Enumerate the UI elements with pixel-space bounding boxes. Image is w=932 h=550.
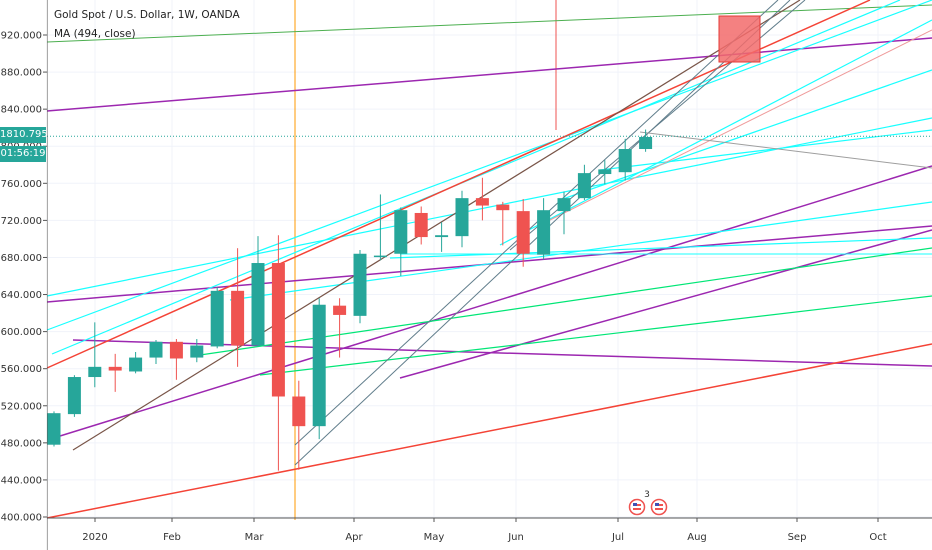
trendline-grey[interactable] <box>639 131 932 169</box>
candle-down[interactable] <box>231 290 245 346</box>
trendline-cyan[interactable] <box>499 19 932 246</box>
last-price-badge: 1810.795 <box>0 127 48 143</box>
candle-up[interactable] <box>353 253 367 316</box>
candle-up[interactable] <box>435 235 449 238</box>
candle-up[interactable] <box>149 341 163 358</box>
trendline-cyan[interactable] <box>51 0 901 355</box>
candle-up[interactable] <box>190 345 204 358</box>
trendline-cyan[interactable] <box>389 237 932 259</box>
ma-line[interactable] <box>46 4 932 43</box>
y-tick-label: 1840.000 <box>0 105 42 116</box>
candle-up[interactable] <box>618 149 632 173</box>
candle-up[interactable] <box>251 263 265 346</box>
candle-down[interactable] <box>292 396 306 427</box>
channel-line-grey[interactable] <box>509 0 806 251</box>
y-axis-background <box>0 0 47 550</box>
flag-stripe <box>633 508 641 510</box>
us-flag-event-icon[interactable] <box>650 498 668 516</box>
y-tick-label: 1560.000 <box>0 364 42 375</box>
trendline-cyan[interactable] <box>559 69 932 201</box>
candle-down[interactable] <box>333 305 347 315</box>
x-tick-label: Mar <box>245 532 265 543</box>
trendline-purple[interactable] <box>59 165 932 437</box>
candle-up[interactable] <box>88 366 102 378</box>
chart-title: Gold Spot / U.S. Dollar, 1W, OANDA <box>54 9 240 21</box>
indicator-legend[interactable]: MA (494, close) <box>54 28 136 40</box>
flag-canton <box>633 503 637 506</box>
candle-up[interactable] <box>373 255 387 258</box>
candle-up[interactable] <box>557 198 571 212</box>
candle-down[interactable] <box>414 212 428 238</box>
trendline-green[interactable] <box>259 295 932 376</box>
candle-down[interactable] <box>516 211 530 254</box>
y-tick-label: 1440.000 <box>0 475 42 486</box>
x-tick-label: Sep <box>788 532 807 543</box>
trendline-pink[interactable] <box>539 29 932 226</box>
candle-up[interactable] <box>577 173 591 199</box>
x-tick-label: Jul <box>611 532 624 543</box>
x-tick-label: Aug <box>687 532 707 543</box>
us-flag-event-icon[interactable] <box>628 498 646 516</box>
y-tick-label: 1400.000 <box>0 513 42 524</box>
x-tick-label: 2020 <box>82 532 107 543</box>
candle-down[interactable] <box>169 341 183 359</box>
bar-countdown-badge: 01:56:19 <box>0 146 46 162</box>
x-tick-label: Jun <box>507 532 524 543</box>
candle-down[interactable] <box>271 263 285 397</box>
candle-up[interactable] <box>67 377 81 415</box>
candle-up[interactable] <box>312 304 326 427</box>
y-tick-label: 1760.000 <box>0 179 42 190</box>
channel-line-grey[interactable] <box>294 0 779 446</box>
trendline-brown[interactable] <box>72 0 801 451</box>
y-tick-label: 1600.000 <box>0 327 42 338</box>
flag-stripe <box>655 508 663 510</box>
target-zone-box[interactable] <box>718 15 761 63</box>
x-tick-label: Oct <box>869 532 886 543</box>
y-tick-label: 1720.000 <box>0 216 42 227</box>
y-tick-label: 1520.000 <box>0 401 42 412</box>
candle-up[interactable] <box>210 290 224 347</box>
x-tick-label: May <box>424 532 445 543</box>
candle-up[interactable] <box>129 357 143 372</box>
candle-down[interactable] <box>496 204 510 211</box>
candle-up[interactable] <box>455 198 469 237</box>
trendline-cyan[interactable] <box>46 0 932 331</box>
trendline-purple[interactable] <box>399 229 932 379</box>
event-count: 3 <box>644 490 650 500</box>
trendline-cyan[interactable] <box>599 129 932 171</box>
candle-up[interactable] <box>639 136 653 150</box>
flag-canton <box>655 503 659 506</box>
candle-up[interactable] <box>537 210 551 255</box>
x-tick-label: Apr <box>345 532 363 543</box>
x-tick-label: Feb <box>163 532 181 543</box>
y-tick-label: 1680.000 <box>0 253 42 264</box>
candle-up[interactable] <box>598 169 612 175</box>
candle-down[interactable] <box>475 198 489 206</box>
candle-up[interactable] <box>394 210 408 254</box>
y-tick-label: 1640.000 <box>0 290 42 301</box>
y-tick-label: 1880.000 <box>0 68 42 79</box>
y-tick-label: 1480.000 <box>0 438 42 449</box>
trendline-red[interactable] <box>46 343 932 519</box>
trendline-purple[interactable] <box>46 37 932 112</box>
y-tick-label: 1920.000 <box>0 31 42 42</box>
candle-down[interactable] <box>108 366 122 371</box>
candle-up[interactable] <box>47 413 61 445</box>
